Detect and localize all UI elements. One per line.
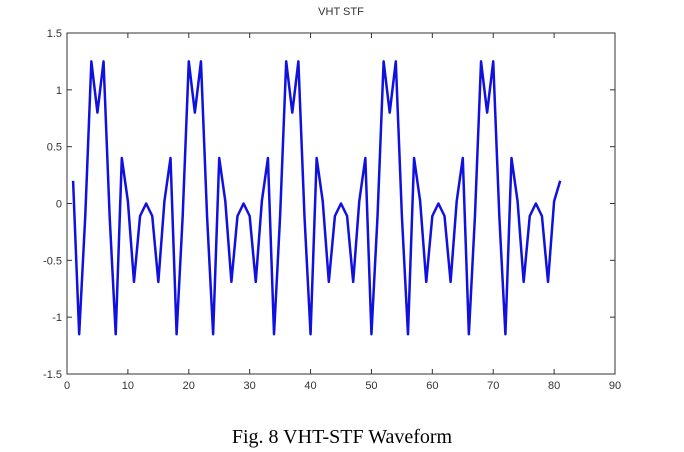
y-tick-label: 1.5 bbox=[47, 28, 62, 40]
x-tick-label: 50 bbox=[365, 380, 377, 392]
x-tick-label: 90 bbox=[609, 380, 621, 392]
y-tick-label: 0.5 bbox=[47, 142, 62, 154]
x-tick-label: 40 bbox=[304, 380, 316, 392]
x-tick-label: 30 bbox=[244, 380, 256, 392]
x-tick-label: 60 bbox=[426, 380, 438, 392]
y-tick-label: -1.5 bbox=[43, 369, 62, 381]
y-tick-label: -1 bbox=[52, 312, 62, 324]
x-tick-label: 20 bbox=[183, 380, 195, 392]
x-tick-label: 10 bbox=[122, 380, 134, 392]
chart-title: VHT STF bbox=[318, 6, 364, 18]
figure-caption: Fig. 8 VHT-STF Waveform bbox=[232, 426, 453, 448]
y-tick-label: -0.5 bbox=[43, 255, 62, 267]
y-tick-label: 1 bbox=[56, 85, 62, 97]
x-tick-label: 70 bbox=[487, 380, 499, 392]
waveform-line bbox=[71, 60, 562, 336]
x-tick-label: 80 bbox=[548, 380, 560, 392]
y-tick-label: 0 bbox=[56, 199, 62, 211]
x-tick-label: 0 bbox=[64, 380, 70, 392]
